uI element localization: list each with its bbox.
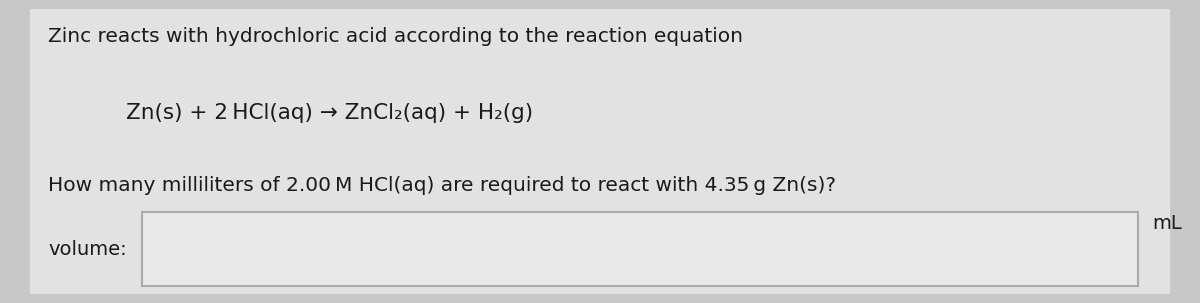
Text: Zinc reacts with hydrochloric acid according to the reaction equation: Zinc reacts with hydrochloric acid accor… — [48, 27, 743, 46]
Text: Zn(s) + 2 HCl(aq) → ZnCl₂(aq) + H₂(g): Zn(s) + 2 HCl(aq) → ZnCl₂(aq) + H₂(g) — [126, 103, 533, 123]
Text: How many milliliters of 2.00 M HCl(aq) are required to react with 4.35 g Zn(s)?: How many milliliters of 2.00 M HCl(aq) a… — [48, 176, 836, 195]
Text: mL: mL — [1152, 214, 1182, 233]
FancyBboxPatch shape — [142, 212, 1138, 286]
FancyBboxPatch shape — [30, 9, 1170, 294]
Text: volume:: volume: — [48, 241, 127, 259]
